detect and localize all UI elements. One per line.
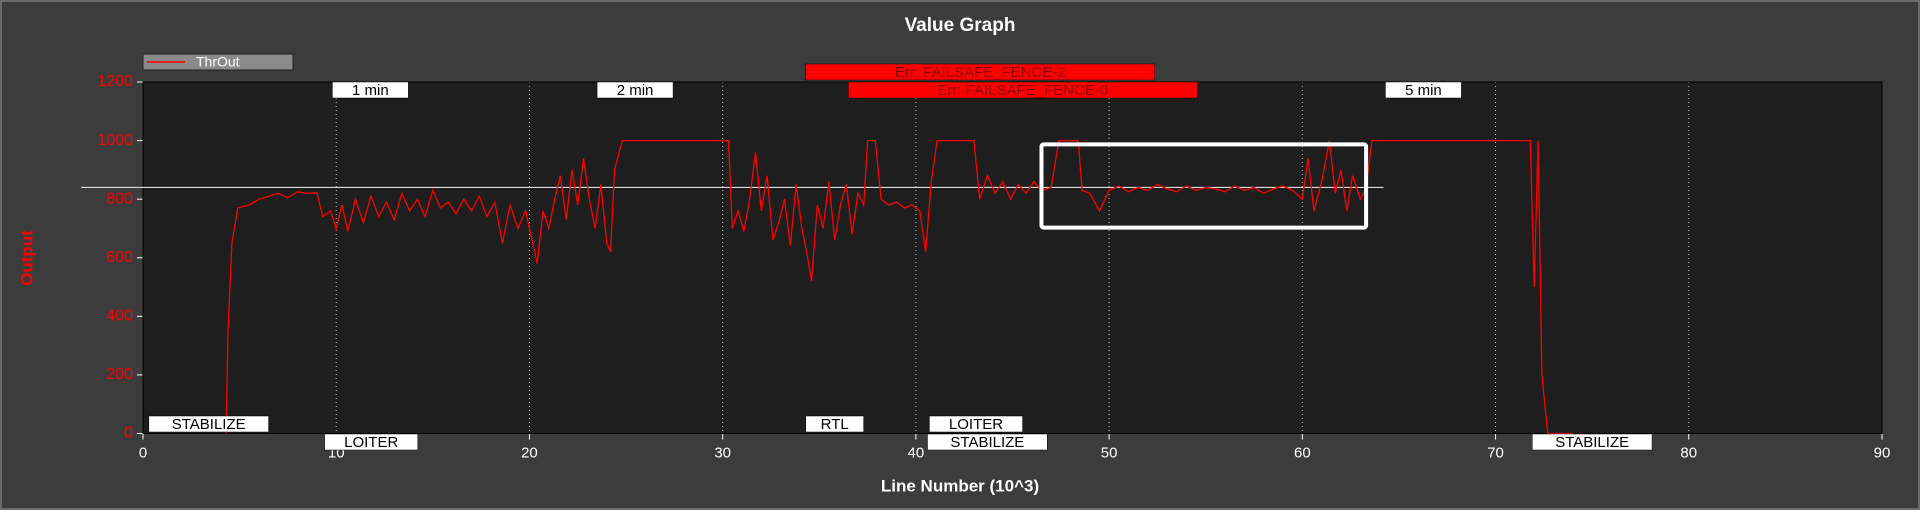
y-tick-label: 1200 xyxy=(97,73,133,90)
annotation-box xyxy=(596,81,674,99)
annotation-box xyxy=(148,415,269,433)
annotation-box xyxy=(805,63,1156,81)
annotation-label: LOITER xyxy=(344,434,398,451)
x-tick-label: 30 xyxy=(714,444,731,461)
y-tick-label: 200 xyxy=(106,366,133,383)
highlight-box xyxy=(1039,142,1369,230)
chart-title: Value Graph xyxy=(905,15,1016,36)
y-tick-label: 600 xyxy=(106,249,133,266)
y-tick-label: 400 xyxy=(106,308,133,325)
annotation-label: Err: FAILSAFE_FENCE-2 xyxy=(895,64,1066,81)
plot-area xyxy=(143,82,1882,433)
y-tick-label: 0 xyxy=(124,425,133,442)
legend-label: ThrOut xyxy=(196,54,240,70)
annotation-box xyxy=(324,433,419,451)
annotation-label: LOITER xyxy=(949,416,1003,433)
annotation-label: STABILIZE xyxy=(950,434,1024,451)
annotation-label: STABILIZE xyxy=(1555,434,1629,451)
annotation-label: STABILIZE xyxy=(172,416,246,433)
annotation-box xyxy=(332,81,409,99)
annotation-box xyxy=(1385,81,1462,99)
x-tick-label: 90 xyxy=(1874,444,1891,461)
x-tick-label: 80 xyxy=(1680,444,1697,461)
x-tick-label: 60 xyxy=(1294,444,1311,461)
x-tick-label: 50 xyxy=(1101,444,1118,461)
x-tick-label: 70 xyxy=(1487,444,1504,461)
y-axis-label: Output xyxy=(17,230,36,286)
annotation-box xyxy=(927,433,1048,451)
annotation-label: 5 min xyxy=(1405,82,1442,99)
annotation-label: 1 min xyxy=(352,82,389,99)
annotation-box xyxy=(1532,433,1653,451)
x-axis-label: Line Number (10^3) xyxy=(881,476,1039,495)
annotation-label: 2 min xyxy=(617,82,654,99)
data-line xyxy=(225,139,1573,435)
x-tick-label: 0 xyxy=(139,444,147,461)
y-tick-label: 1000 xyxy=(97,132,133,149)
annotation-box xyxy=(805,415,864,433)
x-tick-label: 20 xyxy=(521,444,538,461)
annotation-label: RTL xyxy=(821,416,849,433)
legend-box xyxy=(142,53,294,71)
y-tick-label: 800 xyxy=(106,190,133,207)
annotation-box xyxy=(929,415,1023,433)
annotation-label: Err: FAILSAFE_FENCE-0 xyxy=(937,82,1108,99)
annotation-box xyxy=(848,81,1198,99)
x-tick-label: 40 xyxy=(908,444,925,461)
